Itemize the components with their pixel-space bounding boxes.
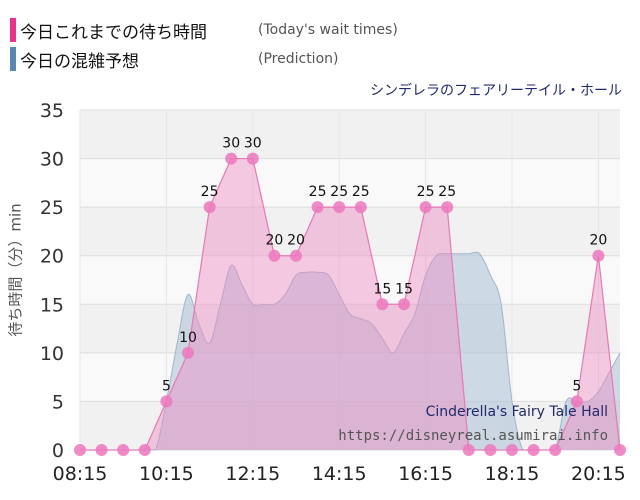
today-point [354,201,367,214]
today-point [592,249,605,262]
legend-item-prediction: 今日の混雑予想 (Prediction) [10,47,339,72]
y-tick-label: 25 [40,197,64,219]
legend-sublabel-prediction: (Prediction) [258,51,339,67]
x-tick-label: 14:15 [312,463,367,485]
y-tick-label: 0 [52,440,64,462]
today-point [441,201,454,214]
today-data-label: 20 [589,233,607,249]
legend-item-today: 今日これまでの待ち時間 (Today's wait times) [10,18,398,43]
today-point [182,346,194,359]
y-tick-label: 35 [40,100,64,122]
today-point [246,152,259,165]
grid-band [80,110,620,159]
y-tick-label: 10 [40,343,64,365]
today-point [290,249,302,262]
today-data-label: 25 [201,184,219,200]
x-tick-label: 12:15 [225,463,280,485]
today-point [225,152,238,165]
today-point [527,444,540,456]
grid-band [80,207,620,256]
today-data-label: 25 [438,184,456,200]
today-point [74,444,86,456]
today-point [311,201,324,214]
today-point [484,444,497,456]
y-axis-label: 待ち時間（分）min [6,203,25,337]
y-tick-label: 5 [52,391,64,413]
today-point [138,444,151,456]
y-tick-label: 20 [40,246,64,268]
today-data-label: 15 [373,281,391,297]
x-tick-label: 18:15 [485,463,540,485]
today-data-label: 30 [244,136,262,152]
y-axis-label-wrap: 待ち時間（分）min [0,150,30,390]
today-data-label: 25 [352,184,370,200]
today-point [419,201,432,214]
today-point [570,395,583,408]
today-point [398,298,410,311]
legend-label-prediction: 今日の混雑予想 [20,51,139,72]
today-data-label: 20 [265,233,283,249]
today-point [376,298,389,311]
today-point [506,444,518,456]
today-point [95,444,108,456]
today-data-label: 30 [222,136,240,152]
today-area [80,158,620,451]
legend-swatch-today [10,18,16,42]
x-tick-label: 10:15 [139,463,194,485]
today-data-label: 20 [287,233,305,249]
watermark-url: https://disneyreal.asumirai.info [338,428,608,444]
legend-swatch-prediction [10,47,16,71]
today-point [333,201,346,214]
today-data-label: 25 [309,184,327,200]
today-data-label: 15 [395,281,413,297]
watermark-attraction-name: Cinderella's Fairy Tale Hall [425,404,608,420]
legend-sublabel-today: (Today's wait times) [258,22,398,38]
x-tick-label: 20:15 [571,463,626,485]
today-point [160,395,173,408]
legend-label-today: 今日これまでの待ち時間 [20,22,207,43]
today-point [549,444,562,456]
x-tick-label: 08:15 [53,463,108,485]
prediction-area [80,252,620,450]
today-data-label: 25 [330,184,348,200]
today-point [462,444,475,456]
x-tick-label: 16:15 [398,463,453,485]
today-data-label: 5 [162,378,171,394]
today-data-label: 25 [417,184,435,200]
today-data-label: 5 [572,378,581,394]
today-point [614,444,626,456]
y-tick-label: 30 [40,149,64,171]
y-tick-label: 15 [40,294,64,316]
today-point [117,444,130,456]
today-point [268,249,281,262]
today-data-label: 10 [179,330,197,346]
today-point [203,201,216,214]
attraction-name: シンデレラのフェアリーテイル・ホール [370,83,622,99]
